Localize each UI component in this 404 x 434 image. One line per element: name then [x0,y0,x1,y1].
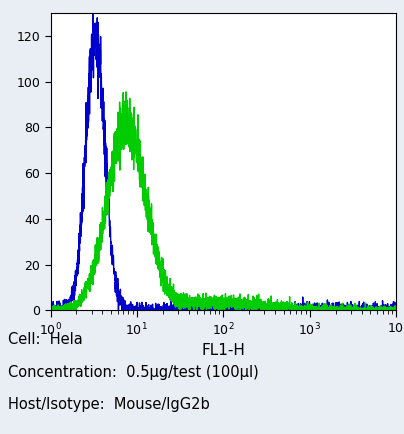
Text: Cell:  Hela: Cell: Hela [8,332,83,347]
Text: Concentration:  0.5μg/test (100μl): Concentration: 0.5μg/test (100μl) [8,365,259,380]
Text: Host/Isotype:  Mouse/IgG2b: Host/Isotype: Mouse/IgG2b [8,397,210,412]
X-axis label: FL1-H: FL1-H [201,343,245,358]
